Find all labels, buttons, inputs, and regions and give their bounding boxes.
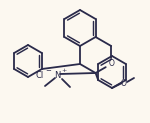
- Text: O: O: [108, 60, 114, 69]
- Text: +: +: [61, 69, 67, 74]
- Text: −: −: [45, 68, 51, 74]
- Text: Cl: Cl: [36, 71, 44, 80]
- Text: N: N: [54, 71, 60, 80]
- Text: O: O: [121, 78, 127, 87]
